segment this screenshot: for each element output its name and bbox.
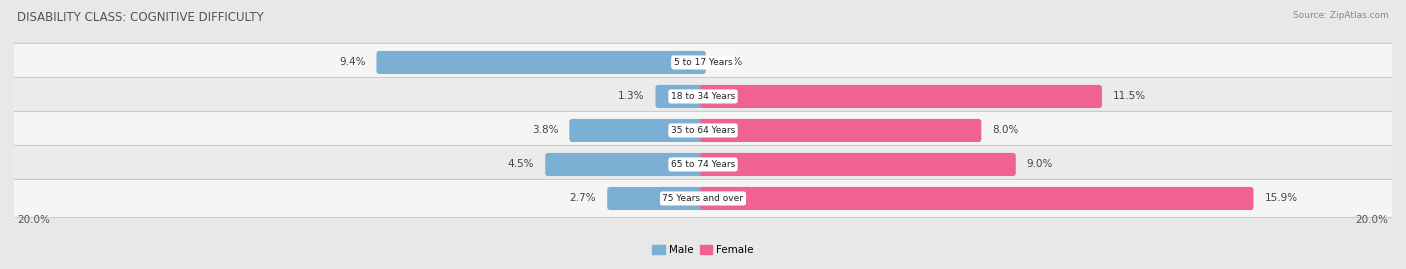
FancyBboxPatch shape	[546, 153, 706, 176]
Text: 65 to 74 Years: 65 to 74 Years	[671, 160, 735, 169]
FancyBboxPatch shape	[700, 153, 1015, 176]
FancyBboxPatch shape	[607, 187, 706, 210]
Text: 75 Years and over: 75 Years and over	[662, 194, 744, 203]
Text: 0.0%: 0.0%	[717, 58, 742, 68]
FancyBboxPatch shape	[700, 85, 1102, 108]
FancyBboxPatch shape	[700, 119, 981, 142]
FancyBboxPatch shape	[8, 111, 1398, 150]
Text: 2.7%: 2.7%	[569, 193, 596, 203]
Text: 20.0%: 20.0%	[17, 215, 51, 225]
FancyBboxPatch shape	[8, 146, 1398, 183]
FancyBboxPatch shape	[8, 179, 1398, 218]
Text: 5 to 17 Years: 5 to 17 Years	[673, 58, 733, 67]
Text: 9.4%: 9.4%	[339, 58, 366, 68]
Text: 9.0%: 9.0%	[1026, 160, 1053, 169]
Text: 4.5%: 4.5%	[508, 160, 534, 169]
FancyBboxPatch shape	[700, 187, 1254, 210]
FancyBboxPatch shape	[8, 77, 1398, 115]
Text: 35 to 64 Years: 35 to 64 Years	[671, 126, 735, 135]
Text: Source: ZipAtlas.com: Source: ZipAtlas.com	[1294, 11, 1389, 20]
Text: 3.8%: 3.8%	[531, 125, 558, 136]
FancyBboxPatch shape	[377, 51, 706, 74]
FancyBboxPatch shape	[569, 119, 706, 142]
Text: DISABILITY CLASS: COGNITIVE DIFFICULTY: DISABILITY CLASS: COGNITIVE DIFFICULTY	[17, 11, 263, 24]
FancyBboxPatch shape	[655, 85, 706, 108]
Text: 8.0%: 8.0%	[993, 125, 1019, 136]
Text: 20.0%: 20.0%	[1355, 215, 1389, 225]
Text: 15.9%: 15.9%	[1264, 193, 1298, 203]
Legend: Male, Female: Male, Female	[652, 245, 754, 255]
Text: 11.5%: 11.5%	[1114, 91, 1146, 101]
FancyBboxPatch shape	[8, 43, 1398, 82]
Text: 1.3%: 1.3%	[619, 91, 644, 101]
Text: 18 to 34 Years: 18 to 34 Years	[671, 92, 735, 101]
